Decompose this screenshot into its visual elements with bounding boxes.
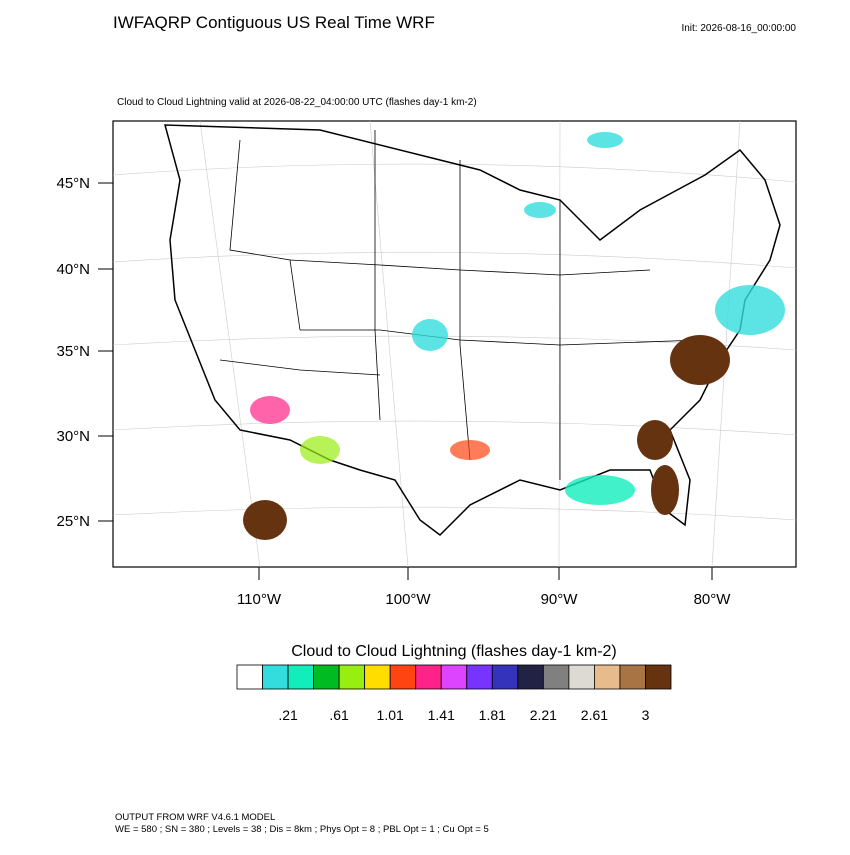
colorbar-box	[594, 664, 621, 690]
colorbar-box	[645, 664, 672, 690]
colorbar-label: 2.21	[530, 707, 557, 723]
colorbar-title: Cloud to Cloud Lightning (flashes day-1 …	[291, 643, 617, 660]
colorbar-box	[389, 664, 417, 690]
lat-label: 40°N	[56, 261, 90, 278]
lon-label: 90°W	[541, 591, 579, 608]
colorbar-box	[619, 664, 646, 690]
subtitle: Cloud to Cloud Lightning valid at 2026-0…	[117, 97, 477, 108]
colorbar: .21 .61 1.01 1.41 1.81 2.21 2.61 3	[236, 664, 672, 723]
lat-label: 35°N	[56, 343, 90, 360]
lat-label: 30°N	[56, 428, 90, 445]
colorbar-box	[568, 664, 595, 690]
lon-label: 100°W	[385, 591, 431, 608]
footer-line: OUTPUT FROM WRF V4.6.1 MODEL	[115, 812, 275, 823]
lon-label: 110°W	[237, 591, 282, 608]
colorbar-box	[415, 664, 442, 690]
colorbar-box	[364, 664, 391, 690]
colorbar-box	[440, 664, 468, 690]
colorbar-box	[287, 664, 314, 690]
colorbar-label: 1.41	[428, 707, 455, 723]
colorbar-box	[466, 664, 493, 690]
graticule	[112, 120, 797, 568]
map: 45°N 40°N 35°N 30°N 25°N 110°W 100°W 90°W 80°W	[56, 120, 797, 608]
us-outline	[164, 124, 781, 536]
colorbar-box	[313, 664, 340, 690]
footer-line: WE = 580 ; SN = 380 ; Levels = 38 ; Dis …	[115, 824, 489, 835]
colorbar-box	[542, 664, 570, 690]
colorbar-label: 3	[642, 707, 650, 723]
colorbar-box	[338, 664, 366, 690]
lon-label: 80°W	[694, 591, 732, 608]
lat-label: 25°N	[56, 513, 90, 530]
colorbar-label: 2.61	[581, 707, 608, 723]
colorbar-box	[517, 664, 544, 690]
colorbar-label: .61	[329, 707, 349, 723]
lat-label: 45°N	[56, 175, 90, 192]
colorbar-box	[262, 664, 289, 690]
lightning-areas	[243, 132, 785, 540]
colorbar-box	[491, 664, 519, 690]
state-lines	[219, 130, 701, 480]
init-time: Init: 2026-08-16_00:00:00	[681, 23, 796, 34]
colorbar-box	[236, 664, 263, 690]
title: IWFAQRP Contiguous US Real Time WRF	[113, 13, 435, 32]
colorbar-label: .21	[278, 707, 298, 723]
colorbar-label: 1.01	[377, 707, 404, 723]
colorbar-label: 1.81	[479, 707, 506, 723]
